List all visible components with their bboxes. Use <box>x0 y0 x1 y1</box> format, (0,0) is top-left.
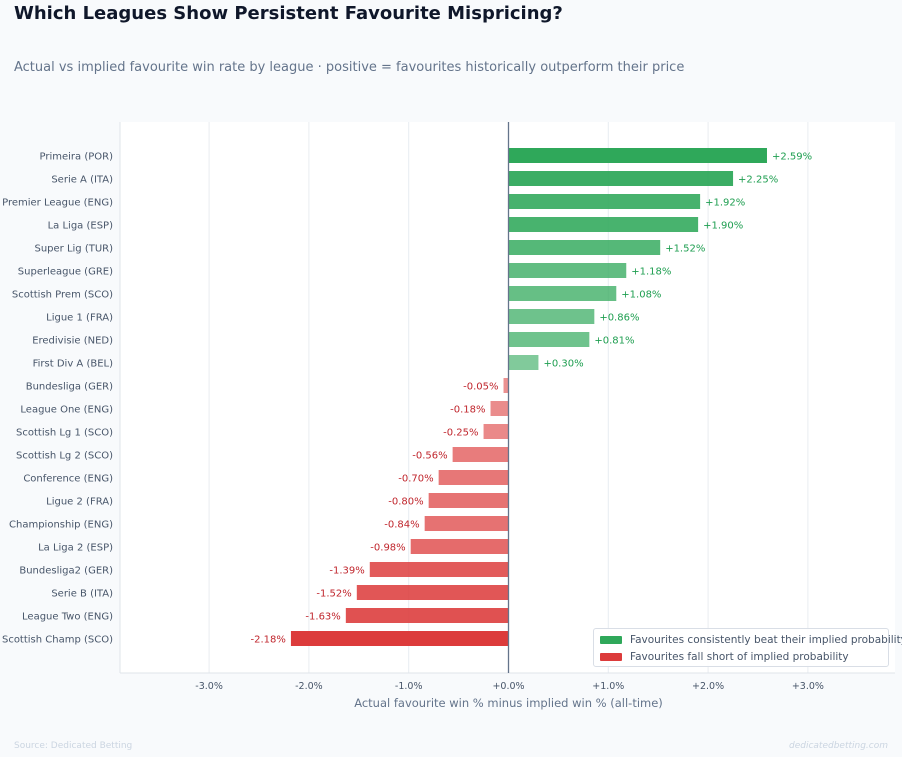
watermark: dedicatedbetting.com <box>788 741 888 751</box>
bar <box>508 286 617 301</box>
bar <box>490 401 509 416</box>
category-label: Bundesliga (GER) <box>26 382 113 393</box>
x-tick-label: +2.0% <box>692 681 724 692</box>
category-label: Scottish Lg 1 (SCO) <box>16 428 113 439</box>
value-label: +0.30% <box>543 359 583 370</box>
bar <box>508 240 661 255</box>
x-tick-label: +0.0% <box>492 681 524 692</box>
bar <box>410 539 509 554</box>
value-label: -0.05% <box>463 382 498 393</box>
value-label: -0.80% <box>388 497 423 508</box>
value-label: -1.39% <box>329 566 364 577</box>
category-label: Super Lig (TUR) <box>34 244 113 255</box>
legend-item-negative: Favourites fall short of implied probabi… <box>600 649 888 665</box>
bar <box>428 493 509 508</box>
category-label: Scottish Prem (SCO) <box>12 290 113 301</box>
bar <box>508 217 699 232</box>
bar <box>503 378 509 393</box>
category-label: Championship (ENG) <box>9 520 113 531</box>
category-label: Scottish Champ (SCO) <box>2 635 113 646</box>
value-label: -0.84% <box>384 520 419 531</box>
category-label: Primeira (POR) <box>40 152 114 163</box>
x-tick-label: -3.0% <box>195 681 223 692</box>
value-label: -0.98% <box>370 543 405 554</box>
category-label: Ligue 1 (FRA) <box>46 313 113 324</box>
legend-label-negative: Favourites fall short of implied probabi… <box>630 651 849 663</box>
bar <box>508 309 595 324</box>
category-label: Serie A (ITA) <box>51 175 113 186</box>
legend-item-positive: Favourites consistently beat their impli… <box>600 632 902 648</box>
bar <box>508 263 627 278</box>
category-label: First Div A (BEL) <box>33 359 113 370</box>
plot-area <box>120 122 895 673</box>
category-label: La Liga (ESP) <box>48 221 113 232</box>
value-label: -1.52% <box>316 589 351 600</box>
bar <box>356 585 509 600</box>
value-label: +1.92% <box>705 198 745 209</box>
x-axis-title: Actual favourite win % minus implied win… <box>354 696 663 710</box>
legend-swatch-positive <box>600 636 622 644</box>
bar <box>345 608 509 623</box>
value-label: -0.18% <box>450 405 485 416</box>
bar <box>508 355 539 370</box>
bar <box>508 171 734 186</box>
value-label: -0.56% <box>412 451 447 462</box>
bar <box>452 447 509 462</box>
bar <box>424 516 509 531</box>
chart-subtitle: Actual vs implied favourite win rate by … <box>14 60 685 75</box>
legend-label-positive: Favourites consistently beat their impli… <box>630 634 902 646</box>
category-label: League Two (ENG) <box>22 612 113 623</box>
category-label: Bundesliga2 (GER) <box>19 566 113 577</box>
value-label: +1.08% <box>621 290 661 301</box>
category-label: La Liga 2 (ESP) <box>38 543 113 554</box>
value-label: +1.18% <box>631 267 671 278</box>
value-label: +0.86% <box>599 313 639 324</box>
value-label: +0.81% <box>594 336 634 347</box>
value-label: +2.25% <box>738 175 778 186</box>
value-label: +1.52% <box>665 244 705 255</box>
category-label: League One (ENG) <box>20 405 113 416</box>
category-label: Conference (ENG) <box>23 474 113 485</box>
value-label: -0.70% <box>398 474 433 485</box>
x-tick-label: -1.0% <box>395 681 423 692</box>
category-label: Scottish Lg 2 (SCO) <box>16 451 113 462</box>
bar <box>508 148 767 163</box>
x-tick-label: +1.0% <box>592 681 624 692</box>
category-label: Ligue 2 (FRA) <box>46 497 113 508</box>
category-label: Serie B (ITA) <box>51 589 113 600</box>
category-label: Premier League (ENG) <box>2 198 113 209</box>
value-label: -0.25% <box>443 428 478 439</box>
chart-title: Which Leagues Show Persistent Favourite … <box>14 3 563 24</box>
bar <box>483 424 509 439</box>
bar <box>438 470 509 485</box>
bar <box>290 631 509 646</box>
legend: Favourites consistently beat their impli… <box>593 628 902 667</box>
value-label: -1.63% <box>305 612 340 623</box>
bar <box>508 332 590 347</box>
category-label: Superleague (GRE) <box>18 267 113 278</box>
legend-swatch-negative <box>600 653 622 661</box>
source-note: Source: Dedicated Betting <box>14 741 133 751</box>
category-label: Eredivisie (NED) <box>32 336 113 347</box>
value-label: +2.59% <box>772 152 812 163</box>
value-label: -2.18% <box>251 635 286 646</box>
bar <box>508 194 701 209</box>
x-tick-label: -2.0% <box>295 681 323 692</box>
value-label: +1.90% <box>703 221 743 232</box>
x-tick-label: +3.0% <box>792 681 824 692</box>
bar <box>369 562 509 577</box>
